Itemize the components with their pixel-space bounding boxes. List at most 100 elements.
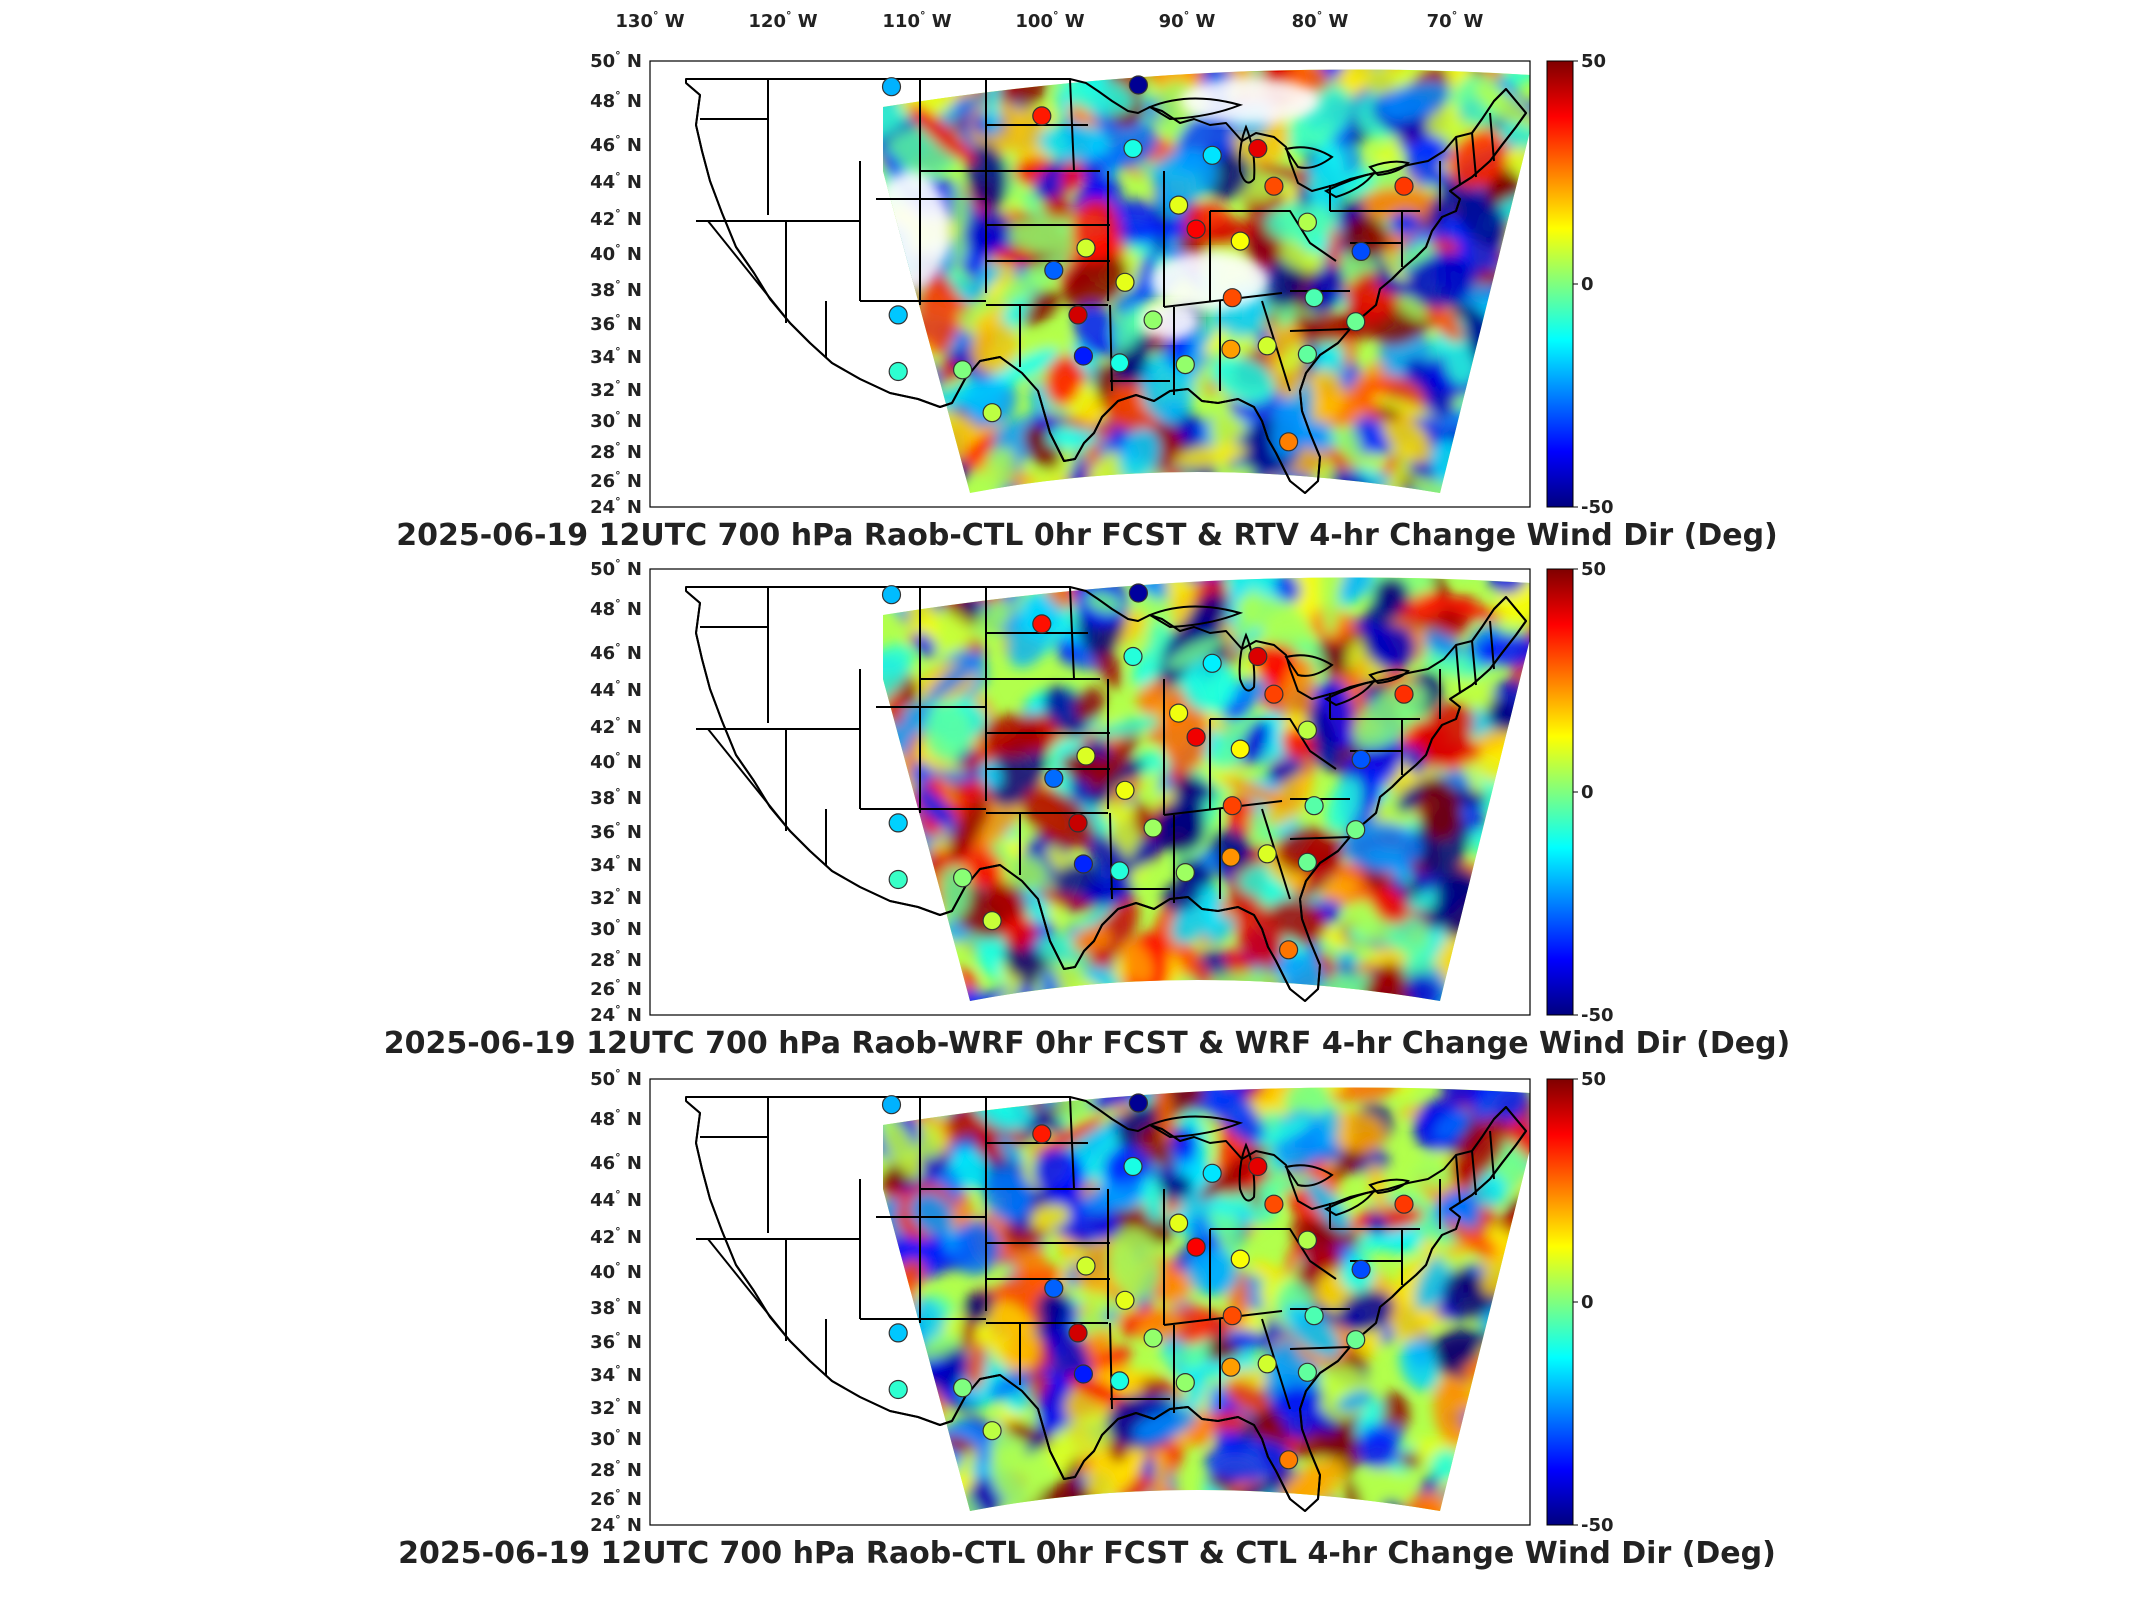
panel-title: 2025-06-19 12UTC 700 hPa Raob-CTL 0hr FC… bbox=[396, 518, 1778, 553]
longitude-label: 100° W bbox=[1015, 9, 1084, 32]
raob-marker bbox=[1257, 336, 1277, 356]
colorbar-tick-label: 50 bbox=[1581, 51, 1606, 72]
raob-marker bbox=[1248, 138, 1268, 159]
colorbar-tick-label: -50 bbox=[1581, 1515, 1614, 1536]
longitude-label: 130° W bbox=[615, 9, 684, 32]
raob-marker bbox=[888, 1379, 908, 1400]
colorbar-tick-label: 0 bbox=[1581, 782, 1594, 803]
latitude-label: 42° N bbox=[590, 207, 642, 230]
raob-marker bbox=[982, 1421, 1002, 1441]
latitude-label: 32° N bbox=[590, 378, 642, 401]
latitude-label: 44° N bbox=[590, 1188, 642, 1211]
raob-marker bbox=[1110, 861, 1130, 881]
raob-marker bbox=[1032, 614, 1052, 634]
raob-marker bbox=[1143, 310, 1163, 330]
raob-marker bbox=[1186, 219, 1206, 239]
raob-marker bbox=[1115, 1290, 1135, 1310]
raob-marker bbox=[1044, 1278, 1064, 1298]
latitude-label: 24° N bbox=[590, 1513, 642, 1536]
raob-marker bbox=[1044, 260, 1064, 280]
latitude-label: 36° N bbox=[590, 820, 642, 843]
raob-marker bbox=[1257, 844, 1277, 864]
latitude-label: 38° N bbox=[590, 278, 642, 301]
latitude-label: 26° N bbox=[590, 469, 642, 492]
colorbar-tick-label: 50 bbox=[1581, 559, 1606, 580]
latitude-label: 46° N bbox=[590, 1151, 642, 1174]
latitude-label: 42° N bbox=[590, 715, 642, 738]
raob-marker bbox=[1297, 720, 1318, 740]
raob-marker bbox=[1221, 1357, 1241, 1377]
raob-marker bbox=[982, 911, 1002, 931]
raob-marker bbox=[1346, 820, 1366, 840]
raob-marker bbox=[1073, 854, 1093, 874]
latitude-label: 44° N bbox=[590, 170, 642, 193]
latitude-axis-labels: 50° N 48° N 46° N 44° N 42° N 40° N 38° N 36° N… bbox=[590, 49, 642, 518]
latitude-label: 48° N bbox=[590, 89, 642, 112]
latitude-label: 38° N bbox=[590, 786, 642, 809]
raob-marker bbox=[1128, 1093, 1148, 1113]
latitude-label: 24° N bbox=[590, 1003, 642, 1026]
panel-title: 2025-06-19 12UTC 700 hPa Raob-CTL 0hr FC… bbox=[398, 1536, 1776, 1571]
raob-marker bbox=[1044, 768, 1064, 788]
raob-marker bbox=[1128, 75, 1148, 95]
colorbar-tick-label: -50 bbox=[1581, 497, 1614, 518]
raob-marker bbox=[1221, 339, 1241, 359]
raob-markers bbox=[881, 1093, 1414, 1470]
longitude-label: 120° W bbox=[748, 9, 817, 32]
latitude-label: 36° N bbox=[590, 312, 642, 335]
raob-marker bbox=[888, 813, 908, 833]
raob-marker bbox=[881, 77, 902, 97]
raob-marker bbox=[1278, 1450, 1299, 1470]
map-axes-frame bbox=[649, 1078, 1531, 1526]
raob-marker bbox=[1076, 746, 1096, 766]
raob-marker bbox=[1248, 646, 1268, 667]
raob-marker bbox=[1032, 106, 1052, 126]
raob-marker bbox=[888, 305, 908, 325]
raob-marker bbox=[1230, 739, 1250, 759]
raob-marker bbox=[1304, 796, 1324, 816]
latitude-label: 28° N bbox=[590, 948, 642, 971]
latitude-label: 34° N bbox=[590, 853, 642, 876]
raob-marker bbox=[1115, 780, 1135, 800]
map-panels: 50° N 48° N 46° N 44° N 42° N 40° N 38° N 36° N… bbox=[384, 49, 1791, 1571]
raob-marker bbox=[1297, 852, 1318, 872]
raob-marker bbox=[888, 869, 908, 890]
raob-marker bbox=[1230, 231, 1250, 251]
raob-marker bbox=[1202, 145, 1222, 165]
latitude-label: 40° N bbox=[590, 750, 642, 773]
raob-marker bbox=[881, 585, 902, 605]
raob-marker bbox=[1264, 684, 1284, 704]
latitude-label: 28° N bbox=[590, 1458, 642, 1481]
raob-marker bbox=[1297, 344, 1318, 364]
colorbar: 50 0 -50 bbox=[1546, 559, 1614, 1026]
raob-marker bbox=[1186, 1237, 1206, 1257]
raob-marker bbox=[1351, 1259, 1371, 1279]
latitude-label: 30° N bbox=[590, 1427, 642, 1450]
raob-marker bbox=[1168, 195, 1189, 215]
raob-marker bbox=[1278, 432, 1299, 452]
latitude-axis-labels: 50° N 48° N 46° N 44° N 42° N 40° N 38° N 36° N… bbox=[590, 1067, 642, 1536]
raob-marker bbox=[1115, 272, 1135, 292]
colorbar-tick-label: 0 bbox=[1581, 274, 1594, 295]
colorbar-tick-label: 50 bbox=[1581, 1069, 1606, 1090]
raob-marker bbox=[1175, 1373, 1195, 1393]
raob-marker bbox=[1297, 1230, 1318, 1250]
raob-marker bbox=[1351, 241, 1371, 261]
map-panel-2: 50° N 48° N 46° N 44° N 42° N 40° N 38° N 36° N… bbox=[384, 557, 1791, 1061]
raob-marker bbox=[888, 361, 908, 382]
latitude-label: 34° N bbox=[590, 345, 642, 368]
latitude-label: 30° N bbox=[590, 917, 642, 940]
colorbar-tick-label: 0 bbox=[1581, 1292, 1594, 1313]
raob-marker bbox=[1073, 1364, 1093, 1384]
map-panel-1: 50° N 48° N 46° N 44° N 42° N 40° N 38° N 36° N… bbox=[396, 49, 1778, 553]
latitude-label: 40° N bbox=[590, 242, 642, 265]
colorbar-gradient bbox=[1546, 1078, 1574, 1526]
map-axes-frame bbox=[649, 568, 1531, 1016]
raob-marker bbox=[1076, 1256, 1096, 1276]
latitude-label: 36° N bbox=[590, 1330, 642, 1353]
raob-marker bbox=[953, 868, 973, 888]
latitude-label: 40° N bbox=[590, 1260, 642, 1283]
raob-marker bbox=[1128, 583, 1148, 603]
raob-marker bbox=[1123, 1156, 1143, 1177]
raob-marker bbox=[1123, 138, 1143, 159]
